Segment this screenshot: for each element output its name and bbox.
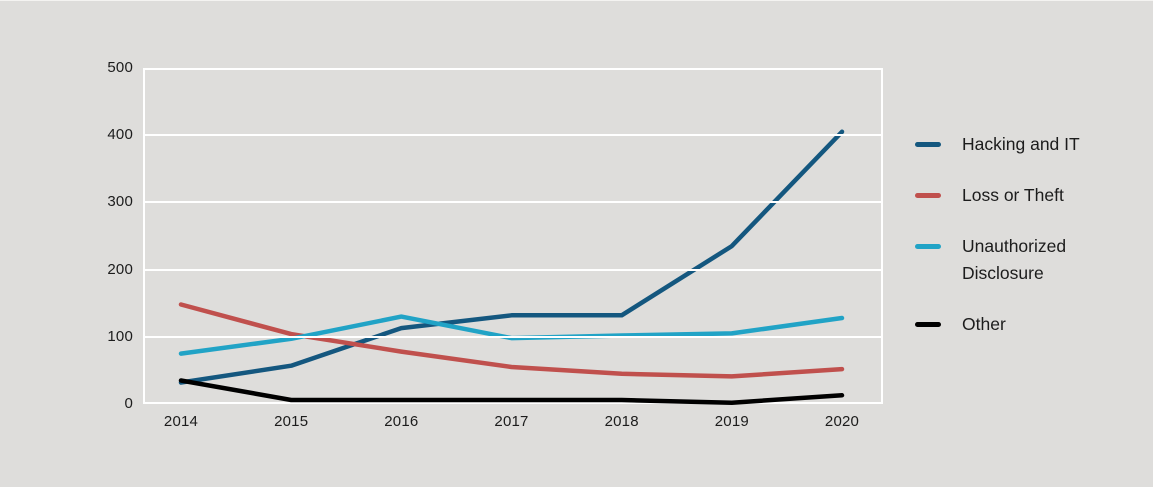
x-tick-label: 2020 — [824, 413, 860, 430]
gridline-200 — [145, 268, 881, 271]
y-tick-label: 200 — [107, 260, 133, 278]
y-tick-label: 500 — [107, 59, 133, 76]
y-tick-label: 400 — [107, 126, 133, 144]
y-tick-label: 100 — [107, 327, 133, 345]
gridline-300 — [145, 201, 881, 204]
series-line-other — [178, 378, 845, 405]
legend-swatch-icon — [915, 244, 941, 249]
gridline-400 — [145, 134, 881, 137]
legend-item-hacking-and-it: Hacking and IT — [915, 131, 1102, 158]
gridline-100 — [145, 335, 881, 338]
x-tick-label: 2018 — [604, 413, 639, 430]
legend-label: Other — [962, 314, 1006, 334]
series-lines — [178, 129, 845, 405]
legend-label: Unauthorized Disclosure — [962, 236, 1067, 283]
y-tick-label: 0 — [124, 395, 133, 412]
series-line-loss-or-theft — [178, 302, 845, 379]
legend-item-unauthorized-disclosure: Unauthorized Disclosure — [915, 233, 1102, 287]
x-tick-label: 2014 — [163, 413, 199, 430]
x-tick-label: 2016 — [384, 413, 419, 430]
legend-item-loss-or-theft: Loss or Theft — [915, 182, 1102, 209]
legend: Hacking and IT Loss or Theft Unauthorized … — [915, 131, 1102, 338]
series-line-hacking-and-it — [178, 129, 845, 385]
x-tick-label: 2015 — [274, 413, 309, 430]
legend-swatch-icon — [915, 193, 941, 198]
legend-item-other: Other — [915, 311, 1102, 338]
legend-swatch-icon — [915, 142, 941, 147]
x-tick-label: 2017 — [494, 413, 529, 430]
x-tick-label: 2019 — [714, 413, 749, 430]
legend-label: Loss or Theft — [962, 185, 1064, 205]
series-line-unauthorized-disclosure — [178, 314, 845, 356]
legend-label: Hacking and IT — [962, 134, 1080, 154]
plot-area — [143, 68, 883, 405]
legend-swatch-icon — [915, 322, 941, 327]
y-tick-label: 300 — [107, 193, 133, 211]
